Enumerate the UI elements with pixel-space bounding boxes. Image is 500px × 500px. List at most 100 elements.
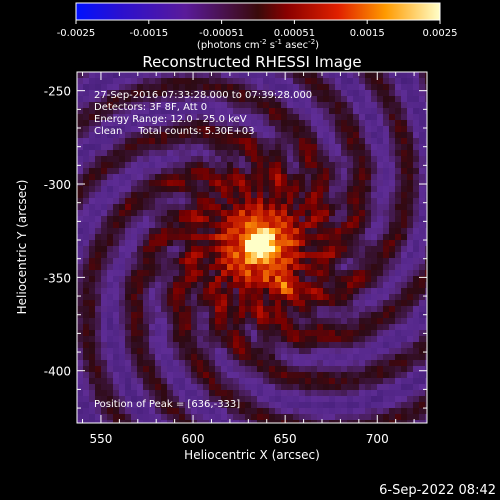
heatmap-cell [203,264,209,270]
heatmap-cell [419,114,425,120]
heatmap-cell [143,102,149,108]
heatmap-cell [221,180,227,186]
heatmap-cell [353,300,359,306]
heatmap-cell [401,270,407,276]
heatmap-cell [335,324,341,330]
heatmap-cell [101,150,107,156]
heatmap-cell [215,336,221,342]
heatmap-cell [347,108,353,114]
heatmap-cell [293,78,299,84]
heatmap-cell [395,330,401,336]
heatmap-cell [347,150,353,156]
heatmap-cell [311,168,317,174]
heatmap-cell [161,240,167,246]
heatmap-cell [77,228,83,234]
heatmap-cell [281,390,287,396]
heatmap-cell [413,240,419,246]
heatmap-cell [287,282,293,288]
heatmap-cell [215,198,221,204]
heatmap-cell [185,270,191,276]
heatmap-cell [209,354,215,360]
heatmap-cell [173,276,179,282]
heatmap-cell [269,342,275,348]
heatmap-cell [365,360,371,366]
heatmap-cell [383,222,389,228]
heatmap-cell [347,144,353,150]
heatmap-cell [287,384,293,390]
heatmap-cell [413,384,419,390]
heatmap-cell [389,114,395,120]
heatmap-cell [413,258,419,264]
heatmap-cell [83,246,89,252]
heatmap-cell [155,138,161,144]
heatmap-cell [77,180,83,186]
heatmap-cell [95,246,101,252]
heatmap-cell [77,402,83,408]
heatmap-cell [179,336,185,342]
heatmap-cell [401,348,407,354]
heatmap-cell [407,348,413,354]
heatmap-cell [131,168,137,174]
heatmap-cell [101,336,107,342]
heatmap-cell [359,222,365,228]
heatmap-cell [293,114,299,120]
heatmap-cell [377,162,383,168]
heatmap-cell [215,174,221,180]
heatmap-cell [287,276,293,282]
heatmap-cell [251,180,257,186]
heatmap-cell [185,240,191,246]
heatmap-cell [263,156,269,162]
heatmap-cell [131,162,137,168]
heatmap-cell [203,324,209,330]
heatmap-cell [113,270,119,276]
heatmap-cell [221,384,227,390]
heatmap-cell [251,90,257,96]
heatmap-cell [251,198,257,204]
heatmap-cell [125,114,131,120]
y-tick-label: -300 [44,178,71,192]
heatmap-cell [215,306,221,312]
heatmap-cell [377,228,383,234]
heatmap-cell [371,234,377,240]
heatmap-cell [191,120,197,126]
heatmap-cell [263,354,269,360]
heatmap-cell [335,330,341,336]
heatmap-cell [221,150,227,156]
heatmap-cell [335,174,341,180]
heatmap-cell [287,312,293,318]
heatmap-cell [395,270,401,276]
heatmap-cell [275,378,281,384]
heatmap-cell [359,312,365,318]
heatmap-cell [89,252,95,258]
heatmap-cell [335,216,341,222]
heatmap-cell [215,96,221,102]
heatmap-cell [395,420,401,423]
heatmap-cell [323,372,329,378]
heatmap-cell [131,198,137,204]
heatmap-cell [167,300,173,306]
heatmap-cell [185,102,191,108]
heatmap-cell [191,384,197,390]
heatmap-cell [95,78,101,84]
heatmap-cell [137,204,143,210]
heatmap-cell [239,360,245,366]
heatmap-cell [131,384,137,390]
heatmap-cell [371,360,377,366]
heatmap-cell [143,366,149,372]
heatmap-cell [209,324,215,330]
heatmap-cell [227,306,233,312]
heatmap-cell [425,156,427,162]
heatmap-cell [329,396,335,402]
heatmap-cell [107,384,113,390]
heatmap-cell [287,318,293,324]
heatmap-cell [287,132,293,138]
heatmap-cell [119,300,125,306]
heatmap-cell [107,288,113,294]
heatmap-cell [119,348,125,354]
heatmap-cell [113,72,119,78]
heatmap-cell [173,72,179,78]
heatmap-cell [383,198,389,204]
heatmap-cell [293,186,299,192]
heatmap-cell [113,108,119,114]
heatmap-cell [425,150,427,156]
